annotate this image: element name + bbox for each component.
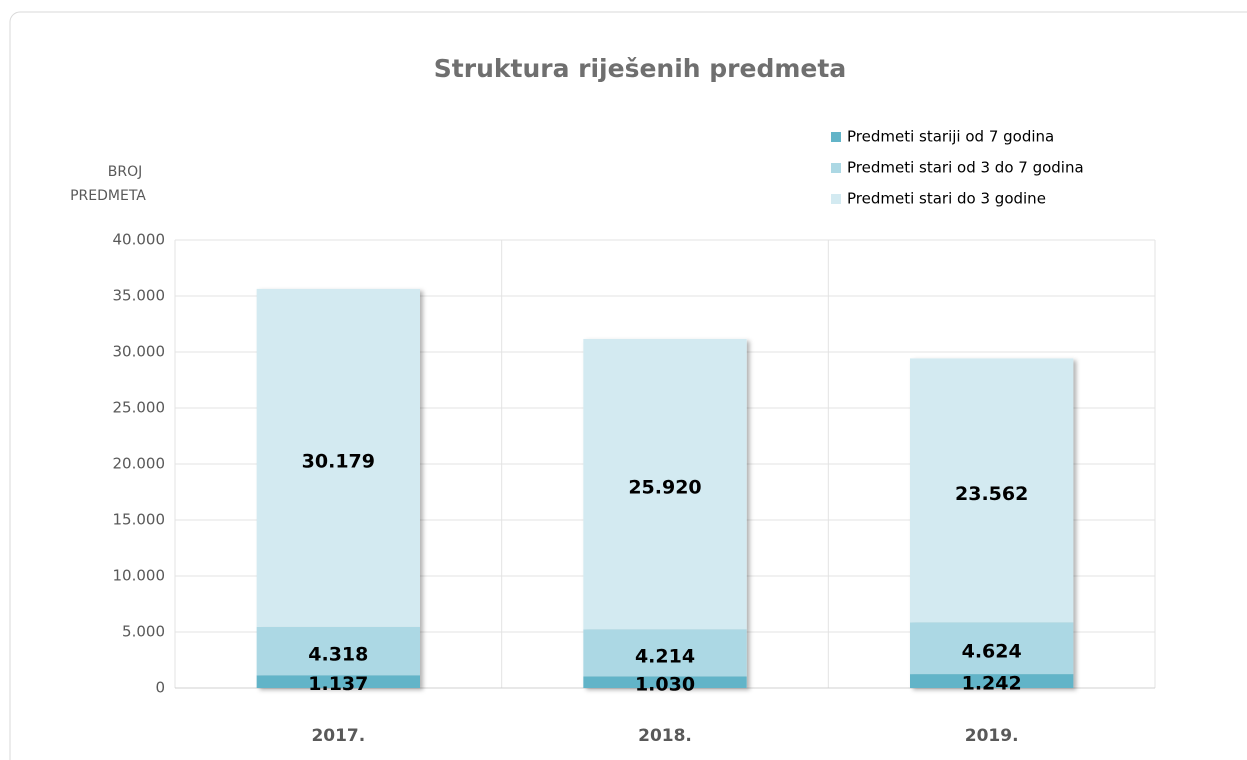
data-label: 1.137 bbox=[308, 673, 368, 695]
bar-segment bbox=[583, 676, 747, 688]
data-label: 1.242 bbox=[962, 673, 1022, 695]
data-label: 23.562 bbox=[955, 483, 1028, 505]
y-tick-label: 20.000 bbox=[113, 455, 166, 473]
x-tick-label: 2019. bbox=[965, 726, 1019, 746]
bar-segment bbox=[256, 288, 420, 627]
bar-segment bbox=[910, 622, 1074, 675]
x-tick-label: 2017. bbox=[311, 726, 365, 746]
y-tick-label: 10.000 bbox=[113, 567, 166, 585]
data-label: 4.214 bbox=[635, 645, 695, 667]
bar-segment bbox=[256, 675, 420, 688]
y-axis-label: PREDMETA bbox=[70, 188, 146, 204]
data-label: 4.318 bbox=[308, 644, 368, 666]
bar-segment bbox=[583, 629, 747, 677]
legend-swatch bbox=[831, 163, 841, 173]
legend-label: Predmeti stariji od 7 godina bbox=[847, 128, 1054, 146]
data-label: 1.030 bbox=[635, 674, 695, 696]
x-tick-label: 2018. bbox=[638, 726, 692, 746]
y-tick-label: 5.000 bbox=[122, 623, 165, 641]
bar-segment bbox=[910, 358, 1074, 623]
y-axis-label: BROJ bbox=[108, 164, 142, 180]
bar-segment bbox=[583, 338, 747, 630]
bar-segment bbox=[256, 626, 420, 676]
data-label: 25.920 bbox=[628, 477, 701, 499]
legend-swatch bbox=[831, 194, 841, 204]
legend-label: Predmeti stari od 3 do 7 godina bbox=[847, 159, 1084, 177]
y-tick-label: 30.000 bbox=[113, 343, 166, 361]
legend-swatch bbox=[831, 132, 841, 142]
y-tick-label: 40.000 bbox=[113, 231, 166, 249]
y-tick-label: 25.000 bbox=[113, 399, 166, 417]
bar-stack bbox=[583, 338, 747, 688]
data-label: 30.179 bbox=[302, 450, 375, 472]
bar-segment bbox=[910, 674, 1074, 688]
y-tick-label: 0 bbox=[155, 679, 165, 697]
y-tick-label: 15.000 bbox=[113, 511, 166, 529]
bar-stack bbox=[910, 358, 1074, 688]
data-label: 4.624 bbox=[962, 641, 1022, 663]
chart-title: Struktura riješenih predmeta bbox=[434, 54, 846, 83]
bar-stack bbox=[256, 288, 420, 688]
y-tick-label: 35.000 bbox=[113, 287, 166, 305]
legend-label: Predmeti stari do 3 godine bbox=[847, 190, 1046, 208]
